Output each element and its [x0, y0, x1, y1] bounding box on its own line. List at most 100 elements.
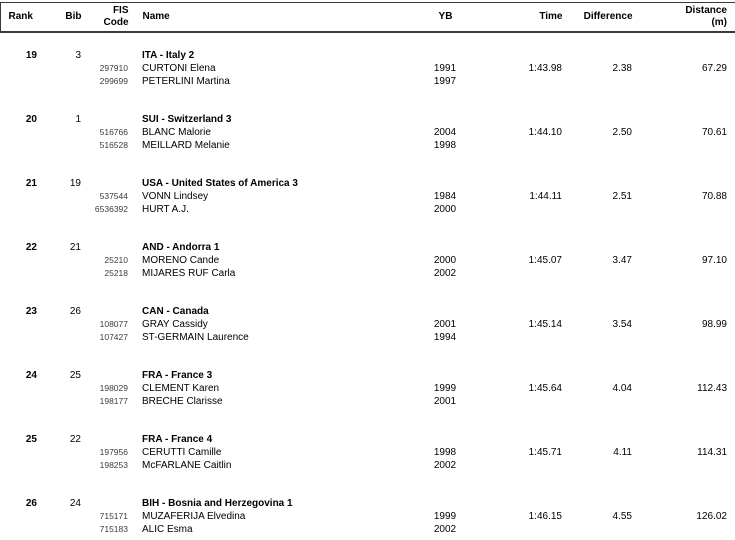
athlete-row: 198029 CLEMENT Karen 1999 1:45.64 4.04 1… [0, 382, 735, 395]
spacer-cell [0, 126, 40, 139]
spacer-cell [475, 395, 565, 408]
spacer-cell [40, 75, 84, 88]
athlete-name: MUZAFERIJA Elvedina [142, 511, 246, 522]
spacer-cell [565, 267, 635, 280]
fis-code-value: 299699 [99, 76, 128, 86]
athlete-yb: 2002 [433, 460, 457, 471]
team-name: FRA - France 4 [142, 434, 213, 445]
spacer-cell [475, 305, 565, 318]
fis-code-value: 715183 [99, 524, 128, 534]
team-time: 1:46.15 [528, 511, 562, 522]
result-group: 19 3 ITA - Italy 2 297910 CURTONI Elena … [0, 49, 735, 88]
rank-value: 22 [25, 242, 37, 253]
spacer-cell [0, 139, 40, 152]
bib-value: 3 [75, 50, 81, 61]
rank-value: 21 [25, 178, 37, 189]
results-body: 19 3 ITA - Italy 2 297910 CURTONI Elena … [0, 49, 735, 536]
spacer-cell [475, 369, 565, 382]
result-group: 23 26 CAN - Canada 108077 GRAY Cassidy 2… [0, 305, 735, 344]
spacer-cell [415, 305, 475, 318]
spacer-cell [84, 369, 130, 382]
spacer-cell [40, 395, 84, 408]
spacer-cell [635, 139, 735, 152]
header-fis-line1: FIS [112, 5, 129, 16]
athlete-name: PETERLINI Martina [142, 76, 230, 87]
spacer-cell [0, 190, 40, 203]
athlete-name: CLEMENT Karen [142, 383, 220, 394]
spacer-cell [84, 177, 130, 190]
team-difference: 4.04 [612, 383, 632, 394]
spacer-cell [475, 113, 565, 126]
spacer-cell [0, 318, 40, 331]
header-fis-line2: Code [103, 17, 129, 28]
fis-code-value: 6536392 [94, 204, 128, 214]
athlete-name: GRAY Cassidy [142, 319, 208, 330]
spacer-cell [84, 241, 130, 254]
spacer-cell [40, 190, 84, 203]
spacer-cell [415, 177, 475, 190]
team-row: 23 26 CAN - Canada [0, 305, 735, 318]
spacer-cell [475, 331, 565, 344]
team-difference: 3.47 [612, 255, 632, 266]
team-distance: 70.61 [701, 127, 727, 138]
result-group: 26 24 BIH - Bosnia and Herzegovina 1 715… [0, 497, 735, 536]
athlete-yb: 1984 [433, 191, 457, 202]
team-time: 1:44.11 [529, 191, 562, 202]
spacer-cell [565, 177, 635, 190]
team-name: FRA - France 3 [142, 370, 213, 381]
bib-value: 22 [69, 434, 81, 445]
fis-code-value: 516528 [99, 140, 128, 150]
spacer-cell [0, 446, 40, 459]
spacer-cell [565, 49, 635, 62]
team-time: 1:45.64 [528, 383, 562, 394]
athlete-name: MEILLARD Melanie [142, 140, 230, 151]
athlete-name: CERUTTI Camille [142, 447, 222, 458]
spacer-cell [84, 49, 130, 62]
team-distance: 97.10 [701, 255, 727, 266]
fis-code-value: 297910 [99, 63, 128, 73]
fis-code-value: 107427 [99, 332, 128, 342]
fis-code-value: 108077 [99, 319, 128, 329]
athlete-row: 715171 MUZAFERIJA Elvedina 1999 1:46.15 … [0, 510, 735, 523]
spacer-cell [0, 459, 40, 472]
rank-value: 24 [25, 370, 37, 381]
team-difference: 2.50 [612, 127, 632, 138]
spacer-cell [40, 267, 84, 280]
spacer-cell [565, 203, 635, 216]
athlete-name: McFARLANE Caitlin [142, 460, 232, 471]
spacer-cell [40, 510, 84, 523]
fis-code-value: 25210 [104, 255, 128, 265]
team-time: 1:44.10 [528, 127, 562, 138]
spacer-cell [475, 267, 565, 280]
spacer-cell [0, 254, 40, 267]
team-distance: 114.31 [697, 447, 727, 458]
athlete-yb: 1998 [433, 447, 457, 458]
athlete-name: MIJARES RUF Carla [142, 268, 236, 279]
header-fis-code: FIS Code [85, 3, 131, 33]
team-distance: 126.02 [696, 511, 727, 522]
athlete-name: VONN Lindsey [142, 191, 209, 202]
athlete-yb: 2002 [433, 524, 457, 535]
spacer-cell [40, 126, 84, 139]
team-difference: 2.51 [612, 191, 632, 202]
team-row: 25 22 FRA - France 4 [0, 433, 735, 446]
bib-value: 24 [69, 498, 81, 509]
team-row: 22 21 AND - Andorra 1 [0, 241, 735, 254]
spacer-cell [84, 113, 130, 126]
bib-value: 1 [75, 114, 81, 125]
spacer-cell [565, 369, 635, 382]
spacer-cell [40, 203, 84, 216]
spacer-cell [0, 267, 40, 280]
spacer-cell [84, 497, 130, 510]
spacer-cell [0, 395, 40, 408]
spacer-cell [0, 382, 40, 395]
athlete-yb: 2000 [433, 204, 457, 215]
team-time: 1:45.07 [528, 255, 562, 266]
spacer-cell [565, 305, 635, 318]
team-name: CAN - Canada [142, 306, 209, 317]
team-name: AND - Andorra 1 [142, 242, 220, 253]
spacer-cell [0, 510, 40, 523]
fis-code-value: 197956 [99, 447, 128, 457]
header-name: Name [142, 11, 170, 22]
